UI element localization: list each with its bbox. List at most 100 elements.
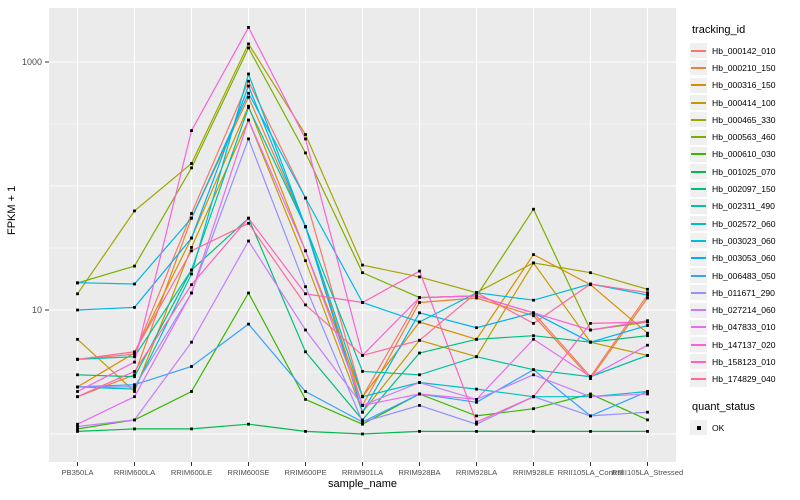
legend-item-Hb_047833_010: Hb_047833_010 — [690, 319, 800, 336]
data-point — [646, 320, 649, 324]
data-point — [589, 392, 592, 396]
data-point — [133, 360, 136, 364]
legend-item-label: Hb_002311_490 — [712, 201, 775, 212]
data-point — [304, 398, 307, 401]
data-point — [247, 91, 250, 95]
data-point — [361, 410, 364, 414]
data-point — [418, 381, 421, 384]
data-point — [76, 373, 79, 377]
legend-line-icon — [691, 222, 706, 225]
data-point — [646, 392, 649, 396]
legend-key-swatch — [690, 354, 707, 370]
data-point — [589, 340, 592, 344]
legend-item-label: Hb_003053_060 — [712, 253, 776, 264]
legend-item-Hb_000414_100: Hb_000414_100 — [690, 94, 800, 111]
x-tick-label: RRIM600PE — [284, 468, 326, 477]
legend-items-tracking-id: Hb_000142_010 Hb_000210_150 Hb_000316_150 H… — [690, 42, 800, 388]
data-point — [133, 418, 136, 422]
legend-key-swatch — [690, 302, 707, 318]
data-point — [475, 400, 478, 404]
data-point — [475, 398, 478, 401]
data-point — [532, 314, 535, 318]
data-point — [361, 301, 364, 304]
data-point — [247, 26, 250, 29]
legend-line-icon — [691, 239, 706, 242]
data-point — [190, 365, 193, 368]
legend-item-Hb_002572_060: Hb_002572_060 — [690, 215, 800, 232]
legend-item-Hb_000465_330: Hb_000465_330 — [690, 111, 800, 128]
y-axis-title: FPKM + 1 — [6, 185, 18, 235]
data-point — [418, 311, 421, 315]
data-point — [190, 249, 193, 253]
data-point — [190, 166, 193, 170]
legend-line-icon — [691, 326, 706, 329]
data-point — [190, 340, 193, 344]
data-point — [76, 422, 79, 426]
data-point — [133, 373, 136, 377]
legend-item-Hb_002311_490: Hb_002311_490 — [690, 198, 800, 215]
legend-item-label: Hb_047833_010 — [712, 322, 776, 333]
gridlines — [49, 8, 676, 462]
data-point — [418, 338, 421, 342]
data-point — [418, 269, 421, 273]
data-point — [532, 311, 535, 315]
data-point — [475, 291, 478, 295]
legend-line-icon — [691, 343, 706, 346]
data-point — [532, 407, 535, 411]
data-point — [76, 390, 79, 393]
data-point — [361, 271, 364, 275]
data-point — [361, 404, 364, 407]
data-point — [418, 373, 421, 377]
data-point — [532, 368, 535, 372]
data-point — [247, 106, 250, 109]
data-point — [304, 430, 307, 433]
legend-line-icon — [691, 378, 706, 381]
legend-item-Hb_006483_050: Hb_006483_050 — [690, 267, 800, 284]
legend-item-label: Hb_000142_010 — [712, 45, 776, 56]
data-point — [475, 296, 478, 300]
data-point — [247, 84, 250, 88]
legend-key-swatch — [690, 95, 707, 111]
legend-item-label: Hb_002097_150 — [712, 184, 776, 195]
data-point — [190, 268, 193, 272]
legend-line-icon — [691, 118, 706, 121]
data-point — [361, 420, 364, 424]
legend-item-Hb_174829_040: Hb_174829_040 — [690, 371, 800, 388]
data-point — [475, 414, 478, 418]
x-tick-label: RRIM928BA — [398, 468, 441, 477]
legend-key-swatch — [690, 181, 707, 197]
legend-item-Hb_000210_150: Hb_000210_150 — [690, 59, 800, 76]
data-point — [304, 249, 307, 253]
legend-key-swatch — [690, 319, 707, 335]
legend-item-Hb_000142_010: Hb_000142_010 — [690, 42, 800, 59]
data-point — [475, 355, 478, 359]
quant-status-key — [690, 420, 707, 436]
data-point — [646, 410, 649, 414]
data-point — [190, 212, 193, 215]
data-point — [361, 422, 364, 426]
data-point — [133, 375, 136, 379]
legend-key-swatch — [690, 371, 707, 387]
data-point — [532, 298, 535, 302]
legend-item-label: Hb_000563_460 — [712, 132, 776, 143]
legend-item-Hb_001025_070: Hb_001025_070 — [690, 163, 800, 180]
data-point — [76, 430, 79, 433]
data-point — [646, 331, 649, 335]
legend-key-swatch — [690, 146, 707, 162]
legend-line-icon — [691, 205, 706, 208]
legend-item-label: Hb_027214_060 — [712, 305, 776, 316]
legend-item-label: Hb_003023_060 — [712, 235, 776, 246]
data-point — [247, 422, 250, 426]
legend-line-icon — [691, 188, 706, 191]
legend-item-label: Hb_158123_010 — [712, 356, 776, 367]
data-point — [76, 385, 79, 389]
legend-line-icon — [691, 49, 706, 52]
x-axis-title: sample_name — [327, 478, 398, 490]
data-point — [418, 404, 421, 407]
data-point — [475, 326, 478, 330]
x-tick-label: RRIM600LE — [171, 468, 212, 477]
data-point — [190, 390, 193, 393]
axis-tick-marks — [45, 61, 648, 466]
x-tick-label: RRII105LA_Control — [558, 468, 624, 477]
